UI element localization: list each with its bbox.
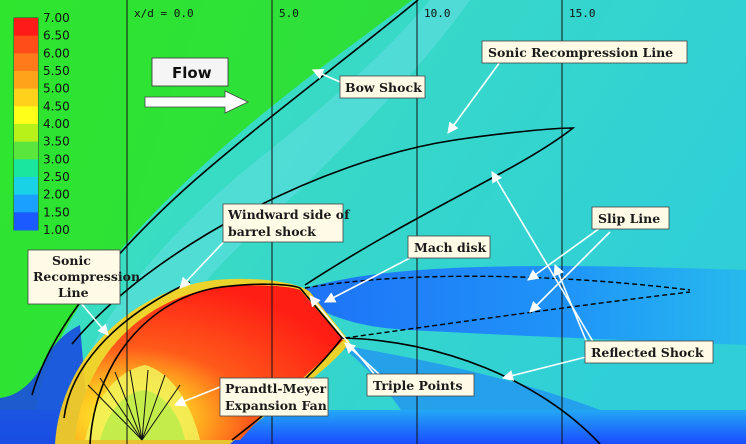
colorbar-level-label: 1.50 — [43, 205, 70, 219]
windward-box — [222, 203, 344, 243]
triple-points-arrow-1 — [309, 295, 376, 376]
bow-shock-line — [31, 0, 419, 396]
colorbar-level-label: 6.50 — [43, 29, 70, 43]
wake-region — [300, 266, 746, 345]
mach-disk-label: Mach disk — [414, 240, 487, 255]
flow-label: Flow — [172, 64, 212, 82]
triple-points-label: Triple Points — [373, 378, 463, 393]
expansion-fan — [87, 369, 181, 441]
colorbar-level-label: 2.50 — [43, 170, 70, 184]
reflected-shock-arrow-1 — [491, 171, 596, 346]
colorbar-level-label: 2.00 — [43, 188, 70, 202]
colorbar-level-label: 5.00 — [43, 82, 70, 96]
sonic-left-label-2: Recompression — [33, 269, 140, 284]
bow-shock-box — [339, 75, 426, 99]
sonic-left-label-3: Line — [58, 285, 89, 300]
bow-shock-arrow — [311, 68, 341, 83]
prandtl-arrow — [173, 384, 226, 407]
slip-line-box — [591, 206, 670, 230]
mach-disk-arrow — [324, 257, 411, 303]
station-label-5: 5.0 — [279, 7, 299, 20]
colorbar-swatch — [14, 177, 38, 196]
prandtl-label-1: Prandtl-Meyer — [225, 381, 327, 396]
sonic-line-top-label: Sonic Recompression Line — [488, 45, 673, 60]
flow-arrow — [144, 90, 249, 114]
colorbar-swatch — [14, 159, 38, 178]
station-label-0: x/d = 0.0 — [134, 7, 194, 20]
prandtl-box — [219, 377, 329, 417]
colorbar-level-label: 7.00 — [43, 11, 70, 25]
prandtl-label-2: Expansion Fan — [225, 398, 327, 413]
reflected-shock-arrow-3 — [501, 355, 591, 381]
windward-label-2: barrel shock — [228, 224, 316, 239]
slip-line-arrow-1 — [527, 227, 601, 281]
slip-line-label: Slip Line — [598, 211, 660, 226]
colorbar: 7.00 6.50 6.00 5.50 5.00 4.50 4.00 3.50 3.00 2.50… — [13, 11, 70, 237]
colorbar-swatch — [14, 194, 38, 213]
colorbar-swatch — [14, 124, 38, 143]
colorbar-level-label: 3.00 — [43, 152, 70, 166]
colorbar-level-label: 4.50 — [43, 99, 70, 113]
colorbar-level-label: 3.50 — [43, 135, 70, 149]
windward-label-1: Windward side of — [227, 207, 351, 222]
slip-line-upper — [304, 275, 691, 291]
mach-disk-line — [299, 287, 343, 339]
nozzle-exit-inner — [100, 390, 185, 440]
sonic-recompression-line-left — [63, 281, 191, 419]
reflected-shock-line — [341, 337, 601, 444]
colorbar-swatch — [14, 35, 38, 54]
colorbar-swatch — [14, 71, 38, 90]
sonic-line-top-box — [481, 40, 688, 64]
colorbar-swatch — [14, 141, 38, 160]
colorbar-swatch — [14, 18, 38, 37]
barrel-shock-line — [89, 283, 301, 444]
triple-points-box — [366, 373, 475, 397]
sonic-left-label-1: Sonic — [52, 253, 91, 268]
colorbar-swatches — [14, 18, 38, 231]
sonic-line-top-arrow — [447, 61, 501, 134]
reflected-shock-label: Reflected Shock — [591, 345, 704, 360]
colorbar-level-label: 4.00 — [43, 117, 70, 131]
station-label-15: 15.0 — [569, 7, 596, 20]
reflected-shock-box — [584, 340, 714, 364]
bow-shock-label: Bow Shock — [345, 80, 422, 95]
station-label-10: 10.0 — [424, 7, 451, 20]
triple-points-arrow-2 — [344, 342, 381, 376]
colorbar-swatch — [14, 53, 38, 72]
colorbar-level-label: 5.50 — [43, 64, 70, 78]
colorbar-swatch — [14, 88, 38, 107]
mach-disk-box — [407, 235, 491, 259]
sonic-left-box — [27, 249, 121, 305]
flow-label-box — [151, 57, 229, 87]
colorbar-swatch — [14, 212, 38, 231]
slip-line-lower — [344, 291, 691, 339]
colorbar-swatch — [14, 106, 38, 125]
sonic-left-arrow — [79, 301, 109, 336]
sonic-recompression-line-top — [71, 127, 576, 345]
colorbar-level-label: 1.00 — [43, 223, 70, 237]
colorbar-labels: 7.00 6.50 6.00 5.50 5.00 4.50 4.00 3.50 3.00 2.50… — [43, 11, 70, 237]
slip-line-arrow-2 — [529, 231, 611, 313]
reflected-shock-arrow-2 — [553, 263, 591, 351]
colorbar-level-label: 6.00 — [43, 46, 70, 60]
